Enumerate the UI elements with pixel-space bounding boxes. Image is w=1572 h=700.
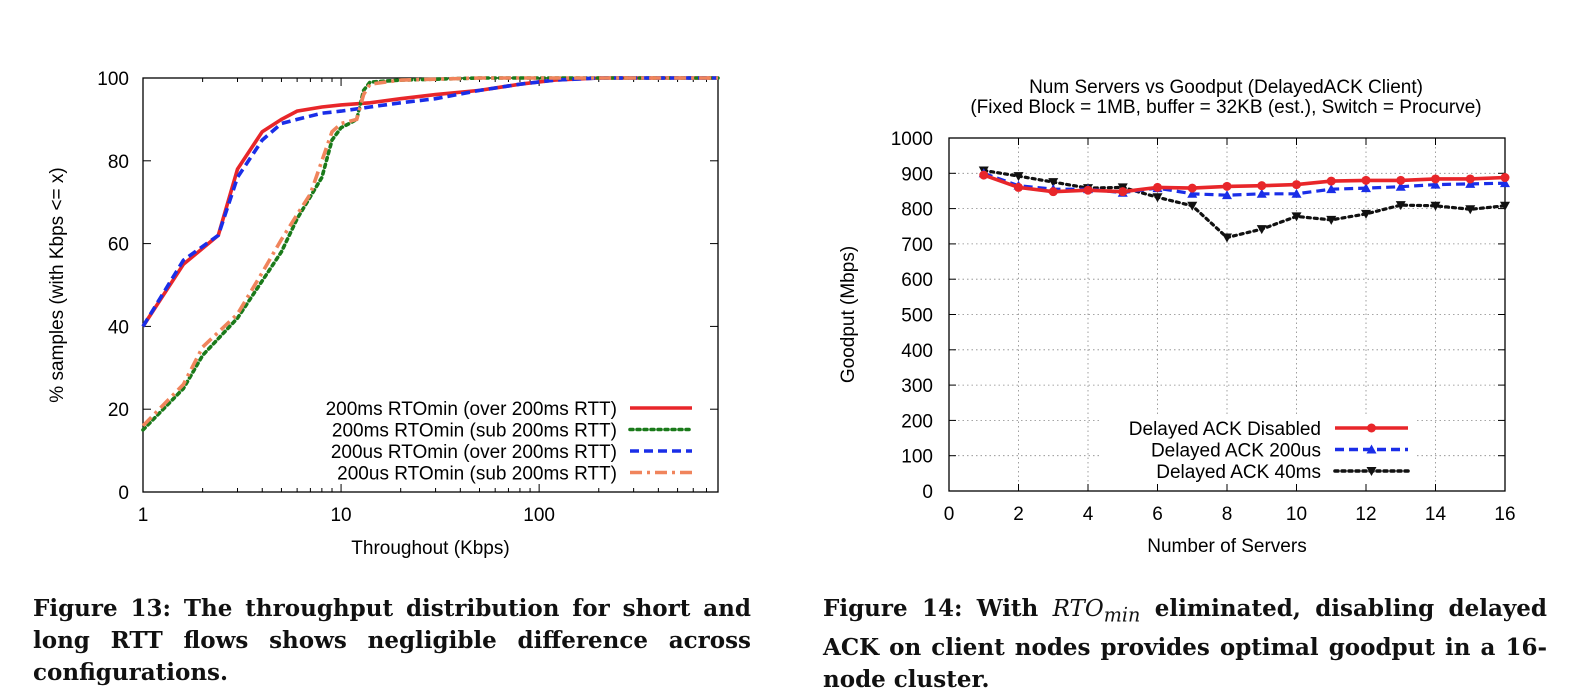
data-point-2 (1500, 178, 1510, 188)
y-tick-label: 900 (901, 164, 933, 185)
data-point-1 (1257, 181, 1267, 191)
data-point-2 (1361, 183, 1371, 193)
chart-subtitle: (Fixed Block = 1MB, buffer = 32KB (est.)… (970, 97, 1481, 118)
data-point-1 (1153, 182, 1162, 192)
data-point-1 (1431, 174, 1440, 184)
data-point-2 (1430, 179, 1441, 189)
y-tick-label: 0 (922, 482, 933, 503)
data-point-3 (1048, 178, 1059, 188)
x-tick-label: 4 (1083, 504, 1094, 525)
data-point-1 (1500, 173, 1510, 183)
legend-label-2: 200ms RTOmin (sub 200ms RTT) (332, 421, 617, 442)
y-axis-label: Goodput (Mbps) (838, 246, 859, 383)
y-tick-label: 100 (901, 447, 933, 468)
x-tick-label: 1 (138, 505, 149, 526)
data-point-3 (1256, 225, 1267, 235)
y-tick-label: 1000 (891, 129, 933, 150)
figure-14-caption: Figure 14: With RTOmin eliminated, disab… (823, 593, 1547, 696)
y-tick-label: 40 (108, 317, 129, 338)
x-axis-label: Number of Servers (1147, 536, 1306, 557)
figure-14-caption-post: eliminated, disabling delayed ACK on cli… (823, 595, 1547, 693)
data-point-3 (1361, 209, 1371, 219)
legend-marker-1 (1367, 423, 1376, 433)
data-point-1 (1118, 187, 1128, 197)
y-tick-label: 800 (901, 200, 933, 221)
data-point-3 (1291, 212, 1302, 222)
data-point-1 (1014, 182, 1023, 192)
legend-label-3: Delayed ACK 40ms (1156, 462, 1321, 483)
x-tick-label: 2 (1013, 504, 1024, 525)
data-point-3 (1222, 233, 1232, 243)
data-point-1 (1465, 174, 1475, 184)
x-axis-label: Throughout (Kbps) (351, 538, 509, 559)
data-point-3 (1326, 215, 1337, 225)
x-tick-label: 8 (1222, 504, 1233, 525)
data-point-2 (1326, 184, 1337, 194)
figure-14-chart: Num Servers vs Goodput (DelayedACK Clien… (838, 77, 1516, 557)
figure-14-caption-pre: Figure 14: With (823, 595, 1053, 622)
data-point-1 (1083, 185, 1093, 195)
legend-background (1102, 460, 1414, 482)
data-point-3 (1152, 193, 1163, 203)
y-tick-label: 700 (901, 235, 933, 256)
y-tick-label: 500 (901, 306, 933, 327)
data-point-3 (1187, 201, 1198, 211)
legend-label-1: 200ms RTOmin (over 200ms RTT) (326, 399, 617, 420)
data-point-2 (1395, 181, 1406, 191)
data-point-3 (1465, 205, 1476, 215)
y-tick-label: 60 (108, 235, 129, 256)
data-point-1 (1222, 181, 1232, 191)
y-tick-label: 100 (97, 69, 129, 90)
y-axis-label: % samples (with Kbps <= x) (47, 167, 68, 402)
legend-label-4: 200us RTOmin (sub 200ms RTT) (337, 464, 617, 485)
series-line-1 (983, 173, 1506, 194)
x-tick-label: 10 (330, 505, 351, 526)
series-line-2 (141, 76, 720, 432)
x-tick-label: 100 (523, 505, 555, 526)
legend-label-3: 200us RTOmin (over 200ms RTT) (331, 442, 617, 463)
data-point-3 (1013, 172, 1024, 182)
data-point-2 (1256, 188, 1267, 198)
data-point-3 (1395, 201, 1406, 211)
data-point-1 (1361, 175, 1371, 185)
data-point-3 (1430, 201, 1441, 211)
x-tick-label: 6 (1152, 504, 1163, 525)
y-tick-label: 80 (108, 152, 129, 173)
legend-marker-2 (1366, 444, 1377, 454)
data-point-1 (1396, 175, 1406, 185)
data-point-1 (1187, 183, 1197, 193)
legend-marker-3 (1366, 467, 1377, 476)
y-tick-label: 20 (108, 400, 129, 421)
x-tick-label: 16 (1494, 504, 1515, 525)
legend-background (1102, 417, 1414, 439)
y-tick-label: 0 (118, 483, 129, 504)
y-tick-label: 300 (901, 376, 933, 397)
y-tick-label: 400 (901, 341, 933, 362)
data-point-2 (1291, 188, 1302, 198)
data-point-1 (979, 170, 989, 180)
legend-background (1102, 438, 1414, 461)
data-point-2 (1222, 190, 1232, 200)
legend-label-2: Delayed ACK 200us (1151, 441, 1321, 462)
x-tick-label: 0 (944, 504, 955, 525)
legend-label-1: Delayed ACK Disabled (1129, 419, 1321, 440)
data-point-1 (1292, 180, 1301, 190)
figure-13-chart: 0 20 40 60 80 100 1 10 100 Throughout (Kbps) % sam… (47, 69, 720, 559)
data-point-2 (1187, 188, 1198, 198)
figure-14-caption-math: RTO (1052, 596, 1104, 622)
y-tick-label: 200 (901, 411, 933, 432)
chart-title: Num Servers vs Goodput (DelayedACK Clien… (1029, 77, 1423, 98)
x-tick-label: 10 (1286, 504, 1307, 525)
y-tick-label: 600 (901, 270, 933, 291)
x-tick-label: 14 (1425, 504, 1447, 525)
figure-14-caption-subscript: min (1103, 603, 1141, 627)
data-point-1 (1048, 187, 1058, 197)
data-point-3 (1500, 201, 1510, 211)
figure-13-caption: Figure 13: The throughput distribution f… (33, 595, 751, 686)
series-line-3 (982, 168, 1507, 240)
series-line-4 (141, 76, 718, 428)
series-line-3 (141, 76, 718, 328)
x-tick-label: 12 (1355, 504, 1376, 525)
data-point-1 (1326, 176, 1336, 186)
